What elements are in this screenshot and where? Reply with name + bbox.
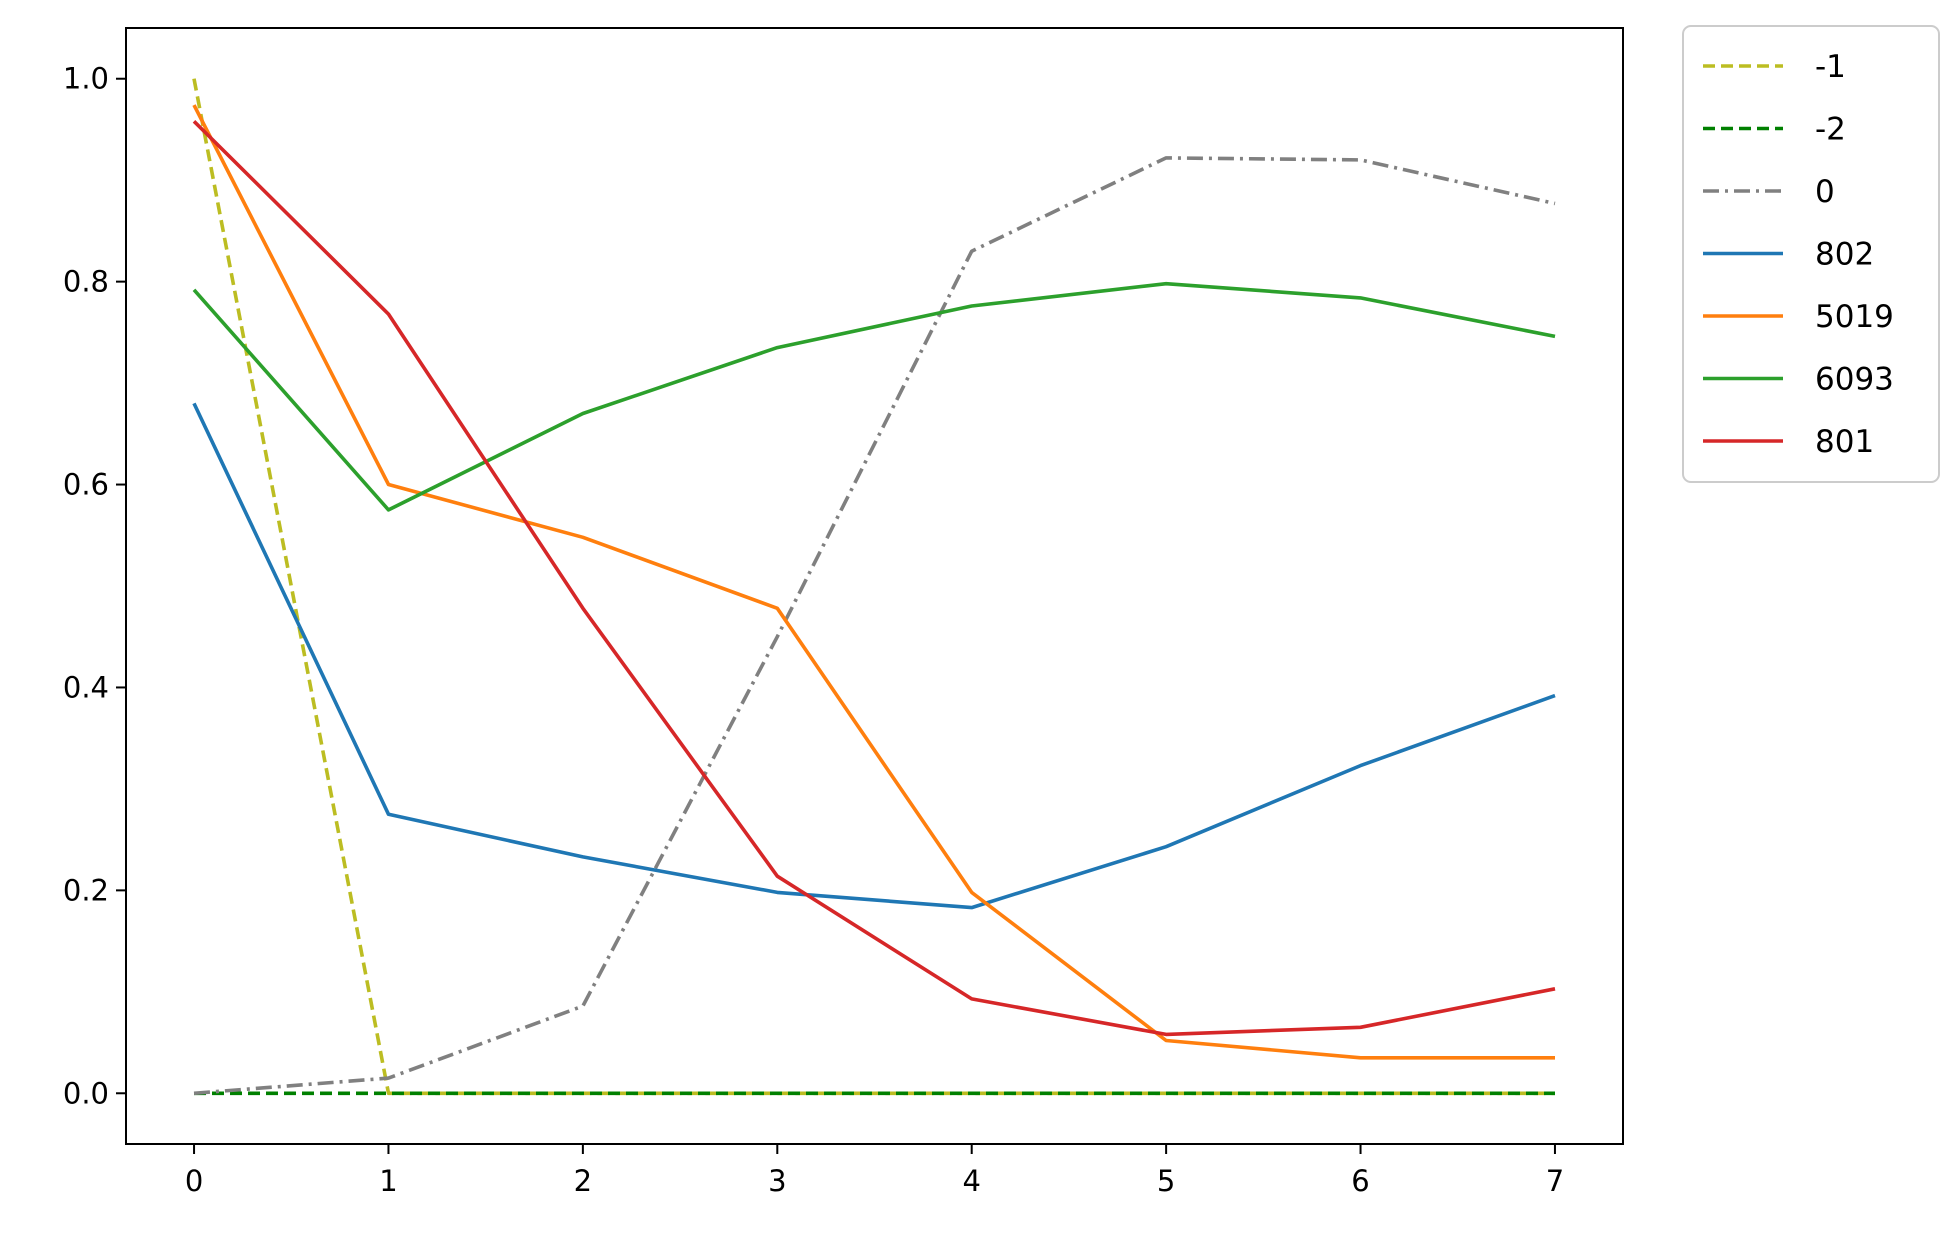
series-line-802 [192, 402, 1556, 910]
y-tick-label: 0.6 [63, 468, 109, 502]
legend-label-801: 801 [1815, 424, 1874, 460]
x-tick-label: 1 [379, 1164, 397, 1198]
legend-label-6093: 6093 [1815, 362, 1894, 398]
y-tick-label: 1.0 [63, 62, 109, 96]
series-line-5019 [192, 104, 1555, 1060]
series-line-801 [192, 120, 1556, 1037]
series-line-0 [193, 156, 1556, 1096]
x-tick-label: 7 [1546, 1164, 1564, 1198]
legend-label-802: 802 [1815, 237, 1874, 273]
legend-box [1682, 25, 1940, 483]
y-tick-label: 0.0 [63, 1076, 109, 1110]
legend-label--1: -1 [1815, 49, 1846, 85]
series-layer [192, 78, 1556, 1096]
y-tick-label: 0.2 [63, 873, 109, 907]
x-tick-label: 3 [768, 1164, 786, 1198]
x-tick-label: 2 [574, 1164, 592, 1198]
legend-label-0: 0 [1815, 174, 1835, 210]
y-tick-label: 0.8 [63, 265, 109, 299]
series-line--1 [192, 78, 1555, 1096]
x-tick-label: 4 [962, 1164, 980, 1198]
legend: -1 -2 0 802 5019 6093 801 [1682, 25, 1940, 483]
x-tick-label: 5 [1157, 1164, 1175, 1198]
legend-label--2: -2 [1815, 112, 1846, 148]
axes-layer: 0 1 2 3 4 5 6 7 0.0 0.2 0.4 0.6 0.8 1.0 [63, 62, 1564, 1198]
x-tick-label: 6 [1351, 1164, 1369, 1198]
series-line-6093 [192, 281, 1556, 512]
legend-label-5019: 5019 [1815, 299, 1894, 335]
x-tick-label: 0 [185, 1164, 203, 1198]
plot-area-frame [125, 27, 1624, 1145]
y-tick-label: 0.4 [63, 670, 109, 704]
